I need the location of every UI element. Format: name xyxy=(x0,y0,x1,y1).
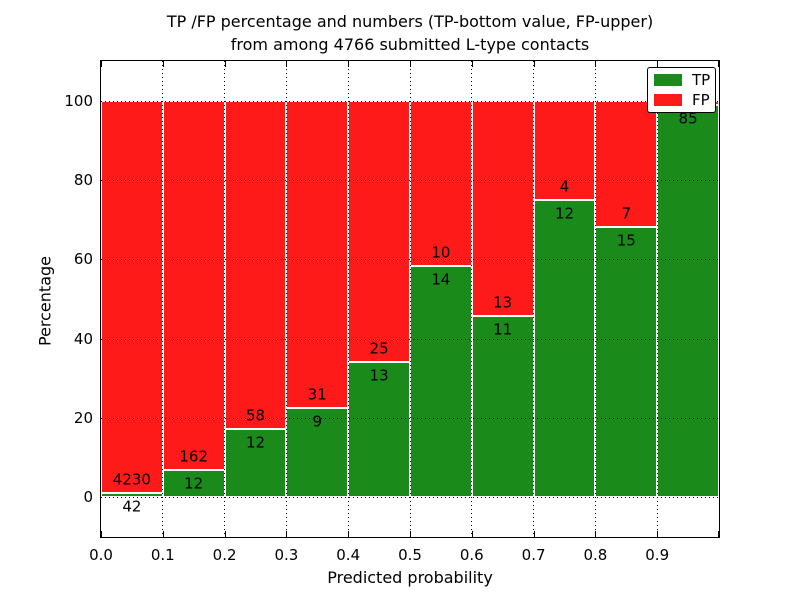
tp-count-label-2: 12 xyxy=(245,433,266,452)
bar-segment-fp-6 xyxy=(471,100,534,316)
y-tick-label-60: 60 xyxy=(73,250,93,269)
gridline-x-0.2 xyxy=(224,61,226,537)
x-tick-bottom-5 xyxy=(410,531,411,537)
x-tick-bottom-3 xyxy=(286,531,288,537)
bar-segment-fp-1 xyxy=(162,100,225,470)
tp-legend-swatch-icon xyxy=(654,74,682,86)
y-tick-label-40: 40 xyxy=(73,329,93,348)
x-tick-top-4 xyxy=(348,61,350,67)
x-tick-label-0.7: 0.7 xyxy=(521,546,546,564)
gridline-y-60 xyxy=(101,259,719,261)
x-tick-bottom-2 xyxy=(224,531,226,537)
x-tick-label-0.8: 0.8 xyxy=(583,546,608,564)
x-tick-bottom-10 xyxy=(718,531,719,537)
gridline-x-0.8 xyxy=(594,61,596,537)
bar-segment-tp-4 xyxy=(348,361,410,498)
bar-segment-tp-9 xyxy=(657,105,719,498)
x-tick-bottom-0 xyxy=(101,531,102,537)
tp-count-label-7: 12 xyxy=(554,204,575,223)
y-tick-label-20: 20 xyxy=(73,409,93,427)
x-tick-top-9 xyxy=(657,61,659,67)
x-tick-bottom-7 xyxy=(533,531,535,537)
bar-segment-fp-3 xyxy=(286,100,349,409)
bar-segment-fp-8 xyxy=(595,100,658,227)
bar-segment-fp-2 xyxy=(224,100,287,430)
x-axis-label: Predicted probability xyxy=(327,568,493,587)
x-tick-label-0.0: 0.0 xyxy=(89,546,113,564)
fp-count-label-8: 7 xyxy=(621,204,632,223)
fp-count-label-4: 25 xyxy=(369,339,389,358)
legend-entry-tp: TP xyxy=(654,70,711,89)
fp-legend-swatch-icon xyxy=(654,94,682,106)
gridline-x-0.5 xyxy=(409,61,411,537)
fp-count-label-6: 13 xyxy=(493,293,513,312)
y-tick-label-100: 100 xyxy=(64,91,93,110)
x-tick-top-3 xyxy=(286,61,288,67)
gridline-x-0.4 xyxy=(347,61,349,537)
x-tick-bottom-6 xyxy=(471,531,473,537)
x-tick-top-6 xyxy=(471,61,473,67)
fp-count-label-1: 162 xyxy=(179,447,209,466)
bar-segment-fp-0 xyxy=(101,100,163,494)
x-tick-label-0.1: 0.1 xyxy=(150,546,175,564)
x-tick-bottom-9 xyxy=(657,531,659,537)
fp-count-label-7: 4 xyxy=(559,177,570,196)
gridline-y-20 xyxy=(101,418,719,419)
x-tick-top-10 xyxy=(718,61,719,67)
x-tick-label-0.3: 0.3 xyxy=(274,546,299,564)
x-tick-label-0.6: 0.6 xyxy=(459,546,484,564)
x-tick-top-1 xyxy=(162,61,164,67)
x-tick-top-2 xyxy=(224,61,226,67)
x-tick-bottom-1 xyxy=(162,531,164,537)
legend-label-fp: FP xyxy=(692,90,710,109)
tp-count-label-8: 15 xyxy=(616,231,636,250)
tp-count-label-5: 14 xyxy=(431,270,451,289)
chart-title-line-1: TP /FP percentage and numbers (TP-bottom… xyxy=(166,12,654,31)
bar-segment-tp-5 xyxy=(410,265,472,498)
x-tick-label-0.2: 0.2 xyxy=(212,546,237,564)
x-tick-bottom-4 xyxy=(348,531,350,537)
tp-count-label-9: 85 xyxy=(678,109,698,128)
gridline-x-0.9 xyxy=(656,61,658,537)
plot-area: TP FP 4230 42 162 12 58 12 31 9 25 13 10 14 13 11 4 12 7… xyxy=(64,60,720,564)
tp-count-label-6: 11 xyxy=(493,320,513,339)
chart-title: TP /FP percentage and numbers (TP-bottom… xyxy=(100,10,720,56)
gridline-x-0.1 xyxy=(162,61,164,537)
fp-count-label-5: 10 xyxy=(431,243,451,262)
fp-count-label-2: 58 xyxy=(245,406,266,425)
legend-entry-fp: FP xyxy=(654,90,710,109)
bar-segment-fp-5 xyxy=(410,100,472,266)
tp-count-label-1: 12 xyxy=(184,474,204,493)
gridline-y-100 xyxy=(101,100,719,102)
gridline-x-0.3 xyxy=(285,61,287,537)
x-tick-top-5 xyxy=(410,61,411,67)
x-tick-top-8 xyxy=(595,61,597,67)
x-tick-label-0.5: 0.5 xyxy=(398,546,422,564)
gridline-y-40 xyxy=(101,338,719,340)
gridline-x-0.7 xyxy=(533,61,535,537)
fp-count-label-0: 4230 xyxy=(112,470,151,489)
x-tick-label-0.4: 0.4 xyxy=(336,546,361,564)
bar-segment-tp-6 xyxy=(471,315,534,498)
chart-title-line-2: from among 4766 submitted L-type contact… xyxy=(230,35,590,54)
y-tick-label-0: 0 xyxy=(83,488,93,507)
tp-count-label-0: 42 xyxy=(122,497,142,516)
gridline-y-0 xyxy=(101,497,719,499)
tp-count-label-4: 13 xyxy=(369,366,389,385)
x-tick-bottom-8 xyxy=(595,531,597,537)
fp-count-label-3: 31 xyxy=(307,385,327,404)
x-tick-top-7 xyxy=(533,61,535,67)
y-tick-label-80: 80 xyxy=(73,171,93,189)
legend: TP FP xyxy=(647,67,716,113)
x-tick-top-0 xyxy=(101,61,102,67)
gridline-x-0.6 xyxy=(471,61,473,537)
gridline-y-80 xyxy=(101,180,719,181)
bar-segment-fp-4 xyxy=(348,100,410,362)
bar-segment-tp-7 xyxy=(533,199,596,498)
legend-label-tp: TP xyxy=(692,70,711,89)
bar-segment-tp-8 xyxy=(595,226,658,498)
x-tick-label-0.9: 0.9 xyxy=(645,546,670,564)
tp-count-label-3: 9 xyxy=(312,412,323,431)
